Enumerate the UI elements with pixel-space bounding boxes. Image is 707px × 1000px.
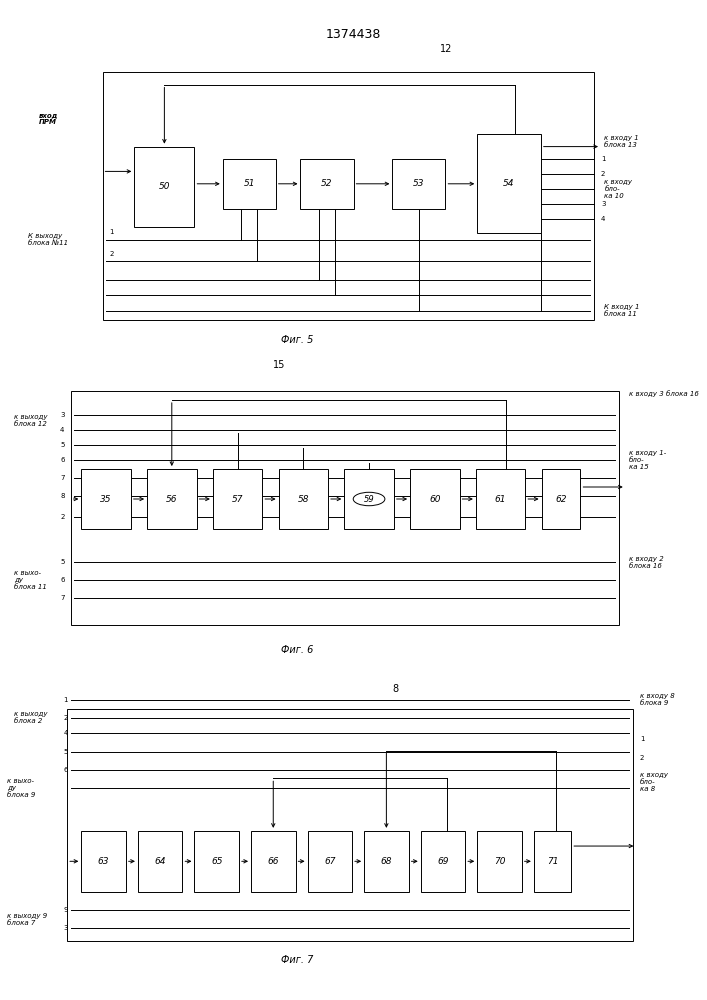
Bar [477,831,522,892]
Text: 70: 70 [493,857,506,866]
Text: 1: 1 [64,697,68,703]
Bar [364,831,409,892]
Bar [251,831,296,892]
Bar [213,469,262,529]
Text: 68: 68 [380,857,392,866]
Text: к выходу 9
блока 7: к выходу 9 блока 7 [7,913,47,926]
Bar [410,469,460,529]
Bar [542,469,580,529]
Text: к входу 1-
бло-
ка 15: к входу 1- бло- ка 15 [629,450,667,470]
Text: 1: 1 [110,229,114,235]
Bar [194,831,239,892]
Bar [71,391,619,625]
Text: к входу 2
блока 16: к входу 2 блока 16 [629,556,664,568]
Text: Фиг. 6: Фиг. 6 [281,645,313,655]
Text: 56: 56 [166,494,177,504]
Text: 12: 12 [440,44,452,54]
Text: К входу 1
блока 11: К входу 1 блока 11 [604,304,640,317]
Text: 8: 8 [392,684,398,694]
Text: 64: 64 [154,857,166,866]
Text: 1: 1 [601,156,605,162]
Text: 2: 2 [60,514,64,520]
Text: к выходу
блока 2: к выходу блока 2 [14,711,47,724]
Text: 2: 2 [640,755,644,761]
Text: 6: 6 [60,457,64,463]
Text: к входу
бло-
ка 10: к входу бло- ка 10 [604,179,633,199]
Bar [67,709,633,941]
Text: 65: 65 [211,857,223,866]
Text: к выхо-
ду
блока 11: к выхо- ду блока 11 [14,570,47,590]
Text: 6: 6 [64,767,68,773]
Text: 66: 66 [267,857,279,866]
Text: 61: 61 [495,494,506,504]
Text: 7: 7 [60,475,64,481]
Bar [279,469,328,529]
Text: К выходу
блока №11: К выходу блока №11 [28,233,69,246]
Text: 8: 8 [60,493,64,499]
Bar [147,469,197,529]
Text: 3: 3 [64,925,68,931]
Text: 7: 7 [60,595,64,601]
Bar [392,159,445,209]
Text: 59: 59 [363,494,375,504]
Text: 58: 58 [298,494,309,504]
Bar [81,469,131,529]
Text: 4: 4 [601,216,605,222]
Text: 2: 2 [110,251,114,257]
Text: 59: 59 [363,494,375,504]
Text: 2: 2 [64,715,68,721]
Bar [534,831,571,892]
Bar [223,159,276,209]
Text: 57: 57 [232,494,243,504]
Text: вход
ПРМ: вход ПРМ [39,112,58,125]
Text: 63: 63 [98,857,110,866]
Text: 50: 50 [158,182,170,191]
Text: к входу 1
блока 13: к входу 1 блока 13 [604,135,639,148]
Bar [477,134,541,233]
Bar [421,831,465,892]
Text: 69: 69 [437,857,449,866]
Bar [308,831,352,892]
Text: 52: 52 [321,179,333,188]
Text: 67: 67 [324,857,336,866]
Text: 4: 4 [60,427,64,433]
Text: 54: 54 [503,179,515,188]
Text: 53: 53 [413,179,425,188]
Text: 60: 60 [429,494,440,504]
Text: к входу 3 блока 16: к входу 3 блока 16 [629,391,699,397]
Bar [103,72,594,320]
Text: 3: 3 [601,201,605,207]
Text: 4: 4 [64,730,68,736]
Bar [81,831,126,892]
Text: к выходу
блока 12: к выходу блока 12 [14,414,47,428]
Text: к входу
бло-
ка 8: к входу бло- ка 8 [640,772,668,792]
Bar [134,147,194,227]
Text: 2: 2 [601,171,605,177]
Text: 15: 15 [273,360,285,370]
Text: 5: 5 [64,748,68,755]
Text: 5: 5 [60,559,64,565]
Text: Фиг. 5: Фиг. 5 [281,335,313,345]
Text: 71: 71 [547,857,559,866]
Text: 35: 35 [100,494,112,504]
Circle shape [354,492,385,506]
Text: к выхо-
ду
блока 9: к выхо- ду блока 9 [7,778,35,798]
Bar [344,469,394,529]
Text: 9: 9 [64,907,68,913]
Bar [300,159,354,209]
Bar [138,831,182,892]
Text: 1: 1 [640,736,644,742]
Text: 6: 6 [60,577,64,583]
Text: 3: 3 [60,412,64,418]
Bar [476,469,525,529]
Text: Фиг. 7: Фиг. 7 [281,955,313,965]
Text: 62: 62 [555,494,567,504]
Text: 5: 5 [60,442,64,448]
Text: 51: 51 [243,179,255,188]
Text: к входу 8
блока 9: к входу 8 блока 9 [640,693,674,706]
Text: 1374438: 1374438 [326,28,381,41]
